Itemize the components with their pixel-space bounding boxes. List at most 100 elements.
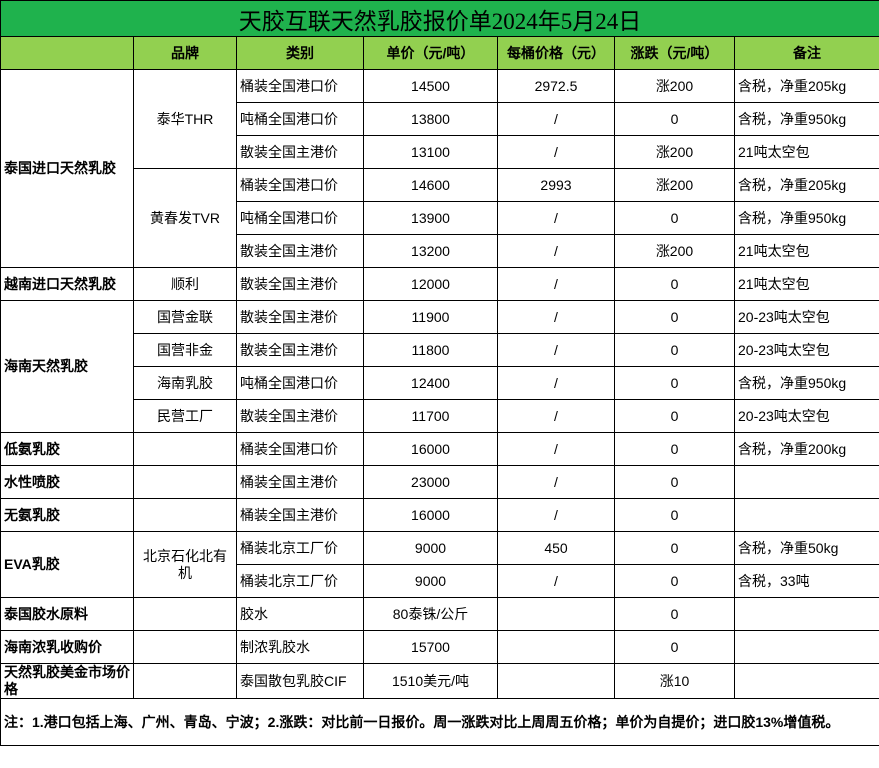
- type-cell: 制浓乳胶水: [236, 630, 364, 664]
- category-cell: 泰国进口天然乳胶: [0, 69, 134, 268]
- type-cell: 桶装全国主港价: [236, 465, 364, 499]
- type-cell: 吨桶全国港口价: [236, 366, 364, 400]
- note-cell: 含税，净重950kg: [734, 102, 879, 136]
- brand-cell: 海南乳胶: [133, 366, 237, 400]
- category-cell: 海南浓乳收购价: [0, 630, 134, 664]
- note-cell: [734, 597, 879, 631]
- barrel-price-cell: /: [497, 102, 615, 136]
- barrel-price-cell: /: [497, 333, 615, 367]
- header-note: 备注: [734, 36, 879, 70]
- header-type: 类别: [236, 36, 364, 70]
- change-cell: 涨200: [614, 69, 735, 103]
- header-change: 涨跌（元/吨）: [614, 36, 735, 70]
- price-cell: 11700: [363, 399, 498, 433]
- price-cell: 23000: [363, 465, 498, 499]
- category-cell: 水性喷胶: [0, 465, 134, 499]
- change-cell: 涨10: [614, 663, 735, 699]
- note-cell: [734, 498, 879, 532]
- type-cell: 散装全国主港价: [236, 333, 364, 367]
- price-cell: 1510美元/吨: [363, 663, 498, 699]
- brand-cell: 黄春发TVR: [133, 168, 237, 268]
- price-cell: 9000: [363, 564, 498, 598]
- note-cell: 含税，净重205kg: [734, 69, 879, 103]
- type-cell: 桶装北京工厂价: [236, 531, 364, 565]
- barrel-price-cell: /: [497, 201, 615, 235]
- brand-cell: [133, 465, 237, 499]
- brand-cell: 民营工厂: [133, 399, 237, 433]
- table-row: 海南天然乳胶 国营金联 散装全国主港价 11900/0 20-23吨太空包: [0, 300, 879, 433]
- brand-cell: [133, 630, 237, 664]
- category-cell: 低氨乳胶: [0, 432, 134, 466]
- price-cell: 16000: [363, 432, 498, 466]
- barrel-price-cell: 450: [497, 531, 615, 565]
- page-title: 天胶互联天然乳胶报价单2024年5月24日: [0, 0, 879, 37]
- change-cell: 0: [614, 102, 735, 136]
- type-cell: 泰国散包乳胶CIF: [236, 663, 364, 699]
- table-row: 吨桶全国港口价 13800/0 含税，净重950kg: [1, 102, 879, 136]
- barrel-price-cell: /: [497, 267, 615, 301]
- price-cell: 14500: [363, 69, 498, 103]
- type-cell: 散装全国主港价: [236, 135, 364, 169]
- table-row: 国营非金 散装全国主港价 11800/0 20-23吨太空包: [1, 333, 879, 367]
- price-cell: 13900: [363, 201, 498, 235]
- note-cell: 含税，33吨: [734, 564, 879, 598]
- change-cell: 0: [614, 201, 735, 235]
- type-cell: 吨桶全国港口价: [236, 102, 364, 136]
- barrel-price-cell: [497, 597, 615, 631]
- table-row: 天然乳胶美金市场价格 泰国散包乳胶CIF 1510美元/吨 涨10: [0, 663, 879, 699]
- note-cell: 含税，净重50kg: [734, 531, 879, 565]
- change-cell: 0: [614, 630, 735, 664]
- type-cell: 桶装全国港口价: [236, 69, 364, 103]
- category-cell: 越南进口天然乳胶: [0, 267, 134, 301]
- brand-cell: [133, 663, 237, 699]
- change-cell: 涨200: [614, 168, 735, 202]
- table-row: 海南浓乳收购价 制浓乳胶水 15700 0: [0, 630, 879, 664]
- price-cell: 11900: [363, 300, 498, 334]
- type-cell: 吨桶全国港口价: [236, 201, 364, 235]
- price-cell: 80泰铢/公斤: [363, 597, 498, 631]
- barrel-price-cell: /: [497, 135, 615, 169]
- header-brand: 品牌: [133, 36, 237, 70]
- type-cell: 桶装全国主港价: [236, 498, 364, 532]
- note-cell: 21吨太空包: [734, 135, 879, 169]
- barrel-price-cell: /: [497, 564, 615, 598]
- type-cell: 散装全国主港价: [236, 300, 364, 334]
- change-cell: 0: [614, 564, 735, 598]
- change-cell: 涨200: [614, 234, 735, 268]
- price-cell: 12000: [363, 267, 498, 301]
- note-cell: [734, 663, 879, 699]
- price-cell: 15700: [363, 630, 498, 664]
- brand-cell: [133, 432, 237, 466]
- note-cell: 21吨太空包: [734, 234, 879, 268]
- barrel-price-cell: /: [497, 366, 615, 400]
- change-cell: 0: [614, 333, 735, 367]
- brand-cell: 顺利: [133, 267, 237, 301]
- price-cell: 11800: [363, 333, 498, 367]
- price-cell: 13100: [363, 135, 498, 169]
- type-cell: 散装全国主港价: [236, 234, 364, 268]
- barrel-price-cell: /: [497, 498, 615, 532]
- barrel-price-cell: 2972.5: [497, 69, 615, 103]
- brand-cell: 国营非金: [133, 333, 237, 367]
- table-row: 越南进口天然乳胶 顺利 散装全国主港价 12000/0 21吨太空包: [0, 267, 879, 301]
- table-row: EVA乳胶 北京石化北有机 桶装北京工厂价 9000 450 0 含税，净重50kg: [0, 531, 879, 598]
- type-cell: 桶装北京工厂价: [236, 564, 364, 598]
- table-row: 民营工厂 散装全国主港价 11700/0 20-23吨太空包: [1, 399, 879, 433]
- change-cell: 0: [614, 399, 735, 433]
- price-cell: 9000: [363, 531, 498, 565]
- note-cell: [734, 465, 879, 499]
- barrel-price-cell: /: [497, 465, 615, 499]
- category-cell: 泰国胶水原料: [0, 597, 134, 631]
- category-cell: 海南天然乳胶: [0, 300, 134, 433]
- brand-cell: 泰华THR: [133, 69, 237, 169]
- note-cell: 含税，净重200kg: [734, 432, 879, 466]
- price-cell: 14600: [363, 168, 498, 202]
- change-cell: 0: [614, 531, 735, 565]
- header-price: 单价（元/吨）: [363, 36, 498, 70]
- category-cell: EVA乳胶: [0, 531, 134, 598]
- brand-cell: 北京石化北有机: [133, 531, 237, 598]
- barrel-price-cell: /: [497, 300, 615, 334]
- note-cell: 20-23吨太空包: [734, 333, 879, 367]
- change-cell: 0: [614, 498, 735, 532]
- category-cell: 无氨乳胶: [0, 498, 134, 532]
